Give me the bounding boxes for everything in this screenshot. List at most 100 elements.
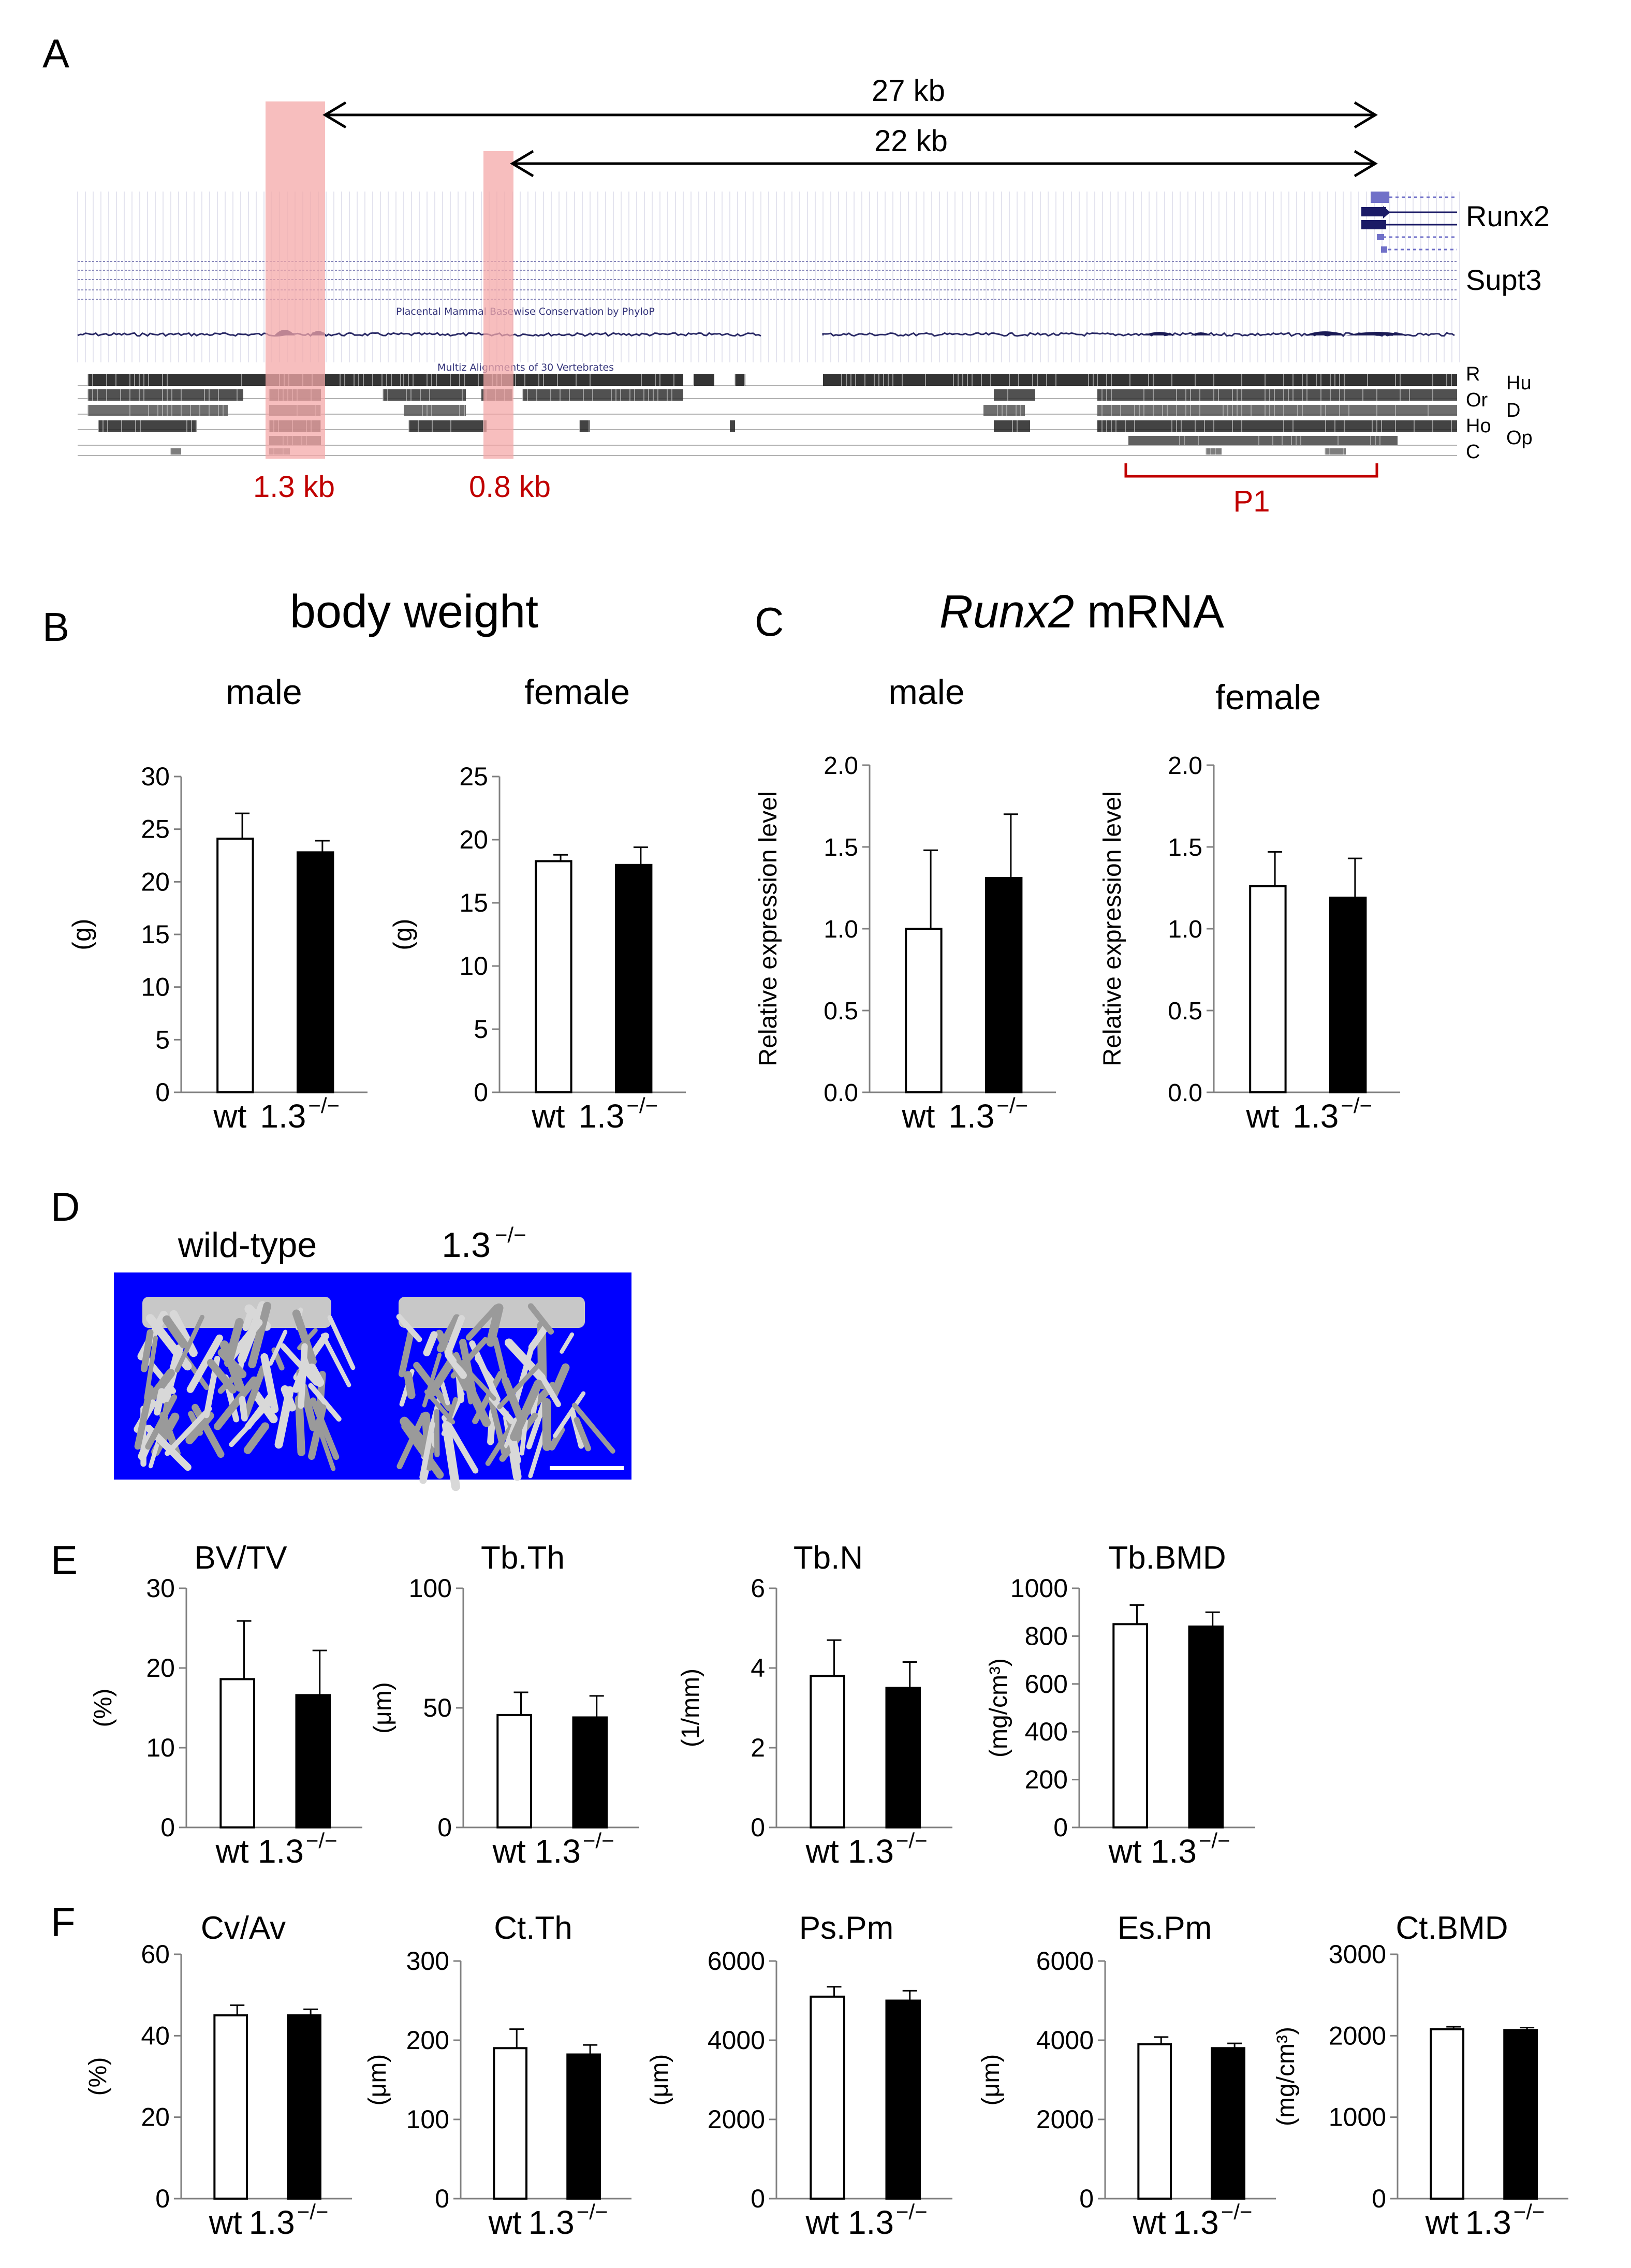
y-tick-label: 6000 <box>1036 1947 1094 1976</box>
y-tick-label: 50 <box>423 1693 452 1722</box>
y-axis-label: (%) <box>84 2057 112 2096</box>
y-tick-label: 0 <box>751 2184 765 2213</box>
category-label-wt: wt <box>805 2204 839 2241</box>
chart-b-female: female 0 5 10 15 20 25 (g) wt 1.3−/− <box>388 672 686 1135</box>
y-axis-label: (mg/cm³) <box>985 1658 1012 1758</box>
species-label-op: Op <box>1506 427 1533 449</box>
bar-wt <box>213 2014 248 2200</box>
y-tick-label: 4000 <box>1036 2026 1094 2055</box>
chart-title: BV/TV <box>194 1540 287 1576</box>
bar-knockout <box>572 1716 608 1828</box>
chart-f-cvav: Cv/Av 0 20 40 60 (%) wt 1.3−/− <box>84 1910 352 2241</box>
y-tick-label: 0 <box>155 2184 170 2213</box>
category-label-wt: wt <box>488 2204 522 2241</box>
bar-wt <box>1430 2028 1465 2200</box>
panel-letter-e: E <box>51 1537 78 1583</box>
y-tick-label: 15 <box>141 920 170 949</box>
bar-wt <box>1249 885 1287 1093</box>
chart-title: Tb.N <box>794 1540 863 1576</box>
arrow-27kb-label: 27 kb <box>872 74 945 108</box>
bar-wt <box>216 837 254 1093</box>
chart-title: Ct.Th <box>494 1910 572 1946</box>
y-tick-label: 1000 <box>1010 1574 1068 1603</box>
bar-knockout <box>297 851 334 1094</box>
bar-wt <box>1137 2043 1172 2200</box>
micro-ct-label-ko-sup: −/− <box>495 1223 526 1247</box>
y-tick-label: 10 <box>141 973 170 1002</box>
chart-c-male: male 0.0 0.5 1.0 1.5 2.0 Relative expression l… <box>755 672 1056 1135</box>
y-tick-label: 1000 <box>1329 2103 1386 2132</box>
bar-knockout <box>1211 2047 1245 2200</box>
chart-e-tbbmd: Tb.BMD 0 200 400 600 800 1000 (mg/cm³) wt 1.3−/− <box>985 1540 1255 1870</box>
y-axis-label: (mg/cm³) <box>1272 2027 1300 2126</box>
y-tick-label: 20 <box>141 2103 170 2132</box>
bar-knockout <box>615 864 653 1094</box>
y-axis-label: (1/mm) <box>677 1669 704 1747</box>
species-label-hu: Hu <box>1506 372 1532 394</box>
category-label-wt: wt <box>531 1098 565 1135</box>
panel-letter-f: F <box>51 1899 76 1945</box>
bar-wt <box>496 1714 532 1829</box>
chart-title: female <box>1215 678 1321 717</box>
y-axis-label: Relative expression level <box>1099 792 1126 1066</box>
micro-ct-label-ko-base: 1.3 <box>442 1225 491 1265</box>
y-tick-label: 200 <box>406 2026 449 2055</box>
species-label-r: R <box>1466 363 1480 385</box>
chart-f-pspm: Ps.Pm 0 2000 4000 6000 (μm) wt 1.3−/− <box>646 1910 952 2241</box>
bar-wt <box>493 2047 528 2200</box>
panel-letter-d: D <box>51 1184 80 1230</box>
chart-c-female: female 0.0 0.5 1.0 1.5 2.0 Relative expression… <box>1099 678 1400 1135</box>
y-tick-label: 2000 <box>1329 2021 1386 2050</box>
y-tick-label: 6 <box>751 1574 765 1603</box>
y-tick-label: 600 <box>1025 1670 1068 1699</box>
bar-wt <box>905 928 943 1093</box>
trabecular-bone-knockout <box>396 1297 615 1491</box>
y-tick-label: 10 <box>459 952 488 981</box>
category-label-knockout: 1.3−/− <box>578 1093 658 1135</box>
conservation-track <box>77 332 1455 338</box>
y-tick-label: 60 <box>141 1940 170 1969</box>
y-tick-label: 4000 <box>708 2026 765 2055</box>
species-label-c: C <box>1466 441 1480 463</box>
y-tick-label: 1.0 <box>824 916 858 943</box>
category-label-knockout: 1.3−/− <box>1292 1093 1372 1135</box>
bar-knockout <box>566 2053 601 2200</box>
y-tick-label: 10 <box>146 1733 175 1762</box>
bar-wt <box>219 1678 255 1829</box>
bar-knockout <box>885 1687 921 1828</box>
phylop-track-label: Placental Mammal Basewise Conservation b… <box>396 306 655 317</box>
y-tick-label: 0 <box>474 1078 488 1107</box>
micro-ct-label-knockout: 1.3 −/− <box>442 1223 526 1265</box>
chart-title: Ct.BMD <box>1396 1910 1508 1946</box>
y-tick-label: 0 <box>751 1813 765 1842</box>
y-tick-label: 40 <box>141 2021 170 2050</box>
y-tick-label: 20 <box>141 867 170 896</box>
y-tick-label: 0.0 <box>824 1079 858 1107</box>
y-tick-label: 2000 <box>1036 2105 1094 2134</box>
category-label-knockout: 1.3−/− <box>260 1093 340 1135</box>
chart-title: Tb.Th <box>481 1540 565 1576</box>
runx2-gene-model <box>1361 192 1457 253</box>
bar-wt <box>1112 1623 1148 1829</box>
micro-ct-label-wild-type: wild-type <box>178 1225 317 1265</box>
y-axis-label: (μm) <box>364 2054 391 2106</box>
gene-label-supt3: Supt3 <box>1466 264 1541 296</box>
y-axis-label: (g) <box>388 918 417 950</box>
y-tick-label: 1.0 <box>1168 916 1202 943</box>
category-label-wt: wt <box>209 2204 242 2241</box>
panel-letter-a: A <box>42 31 69 76</box>
y-tick-label: 30 <box>141 762 170 791</box>
bar-wt <box>810 1675 845 1828</box>
panel-c-title-gene: Runx2 <box>939 586 1074 638</box>
arrow-22kb-label: 22 kb <box>874 124 948 158</box>
category-label-wt: wt <box>213 1098 246 1135</box>
category-label-knockout: 1.3−/− <box>249 2200 329 2241</box>
gene-label-runx2: Runx2 <box>1466 200 1550 232</box>
y-tick-label: 5 <box>474 1015 488 1044</box>
category-label-knockout: 1.3−/− <box>528 2200 608 2241</box>
y-axis-label: (μm) <box>646 2054 673 2106</box>
y-tick-label: 0 <box>435 2184 449 2213</box>
y-tick-label: 15 <box>459 888 488 917</box>
y-tick-label: 20 <box>146 1654 175 1682</box>
category-label-knockout: 1.3−/− <box>848 2200 928 2241</box>
